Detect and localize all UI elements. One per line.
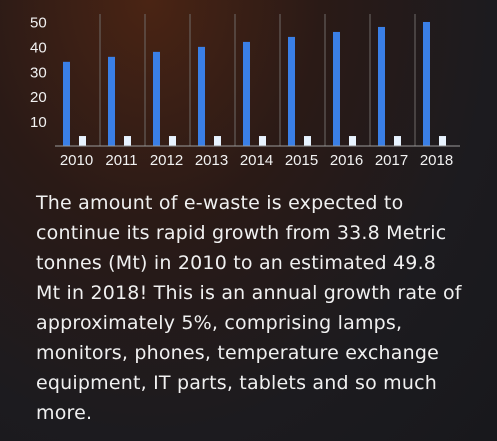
x-tick-label: 2018 (420, 152, 453, 169)
bar (79, 136, 86, 146)
x-tick-label: 2013 (195, 152, 228, 169)
bar (169, 136, 176, 146)
bar (108, 56, 115, 146)
chart-gridlines (99, 14, 416, 146)
bar (214, 136, 221, 146)
description-text: The amount of e-waste is expected to con… (36, 192, 462, 424)
bar (378, 26, 385, 146)
bar (304, 136, 311, 146)
x-tick-label: 2010 (60, 152, 93, 169)
x-tick-label: 2011 (105, 152, 137, 169)
y-tick-label: 50 (30, 14, 47, 31)
bar (63, 61, 70, 147)
bar (243, 41, 250, 146)
bar (259, 136, 266, 146)
x-tick-label: 2017 (375, 152, 408, 169)
y-axis-tick-labels: 10 20 30 40 50 (30, 14, 47, 131)
y-tick-label: 30 (30, 64, 47, 81)
x-axis-tick-labels: 2010 2011 2012 2013 2014 2015 2016 2017 2018 (60, 152, 453, 169)
y-tick-label: 10 (30, 114, 47, 131)
y-tick-label: 40 (30, 39, 47, 56)
bar (423, 21, 430, 146)
bar (288, 36, 295, 146)
x-tick-label: 2015 (285, 152, 318, 169)
y-tick-label: 20 (30, 89, 47, 106)
x-tick-label: 2016 (330, 152, 363, 169)
bar (124, 136, 131, 146)
bar (153, 51, 160, 146)
bar (349, 136, 356, 146)
chart-bars (63, 21, 446, 147)
bar (333, 31, 340, 146)
x-tick-label: 2012 (150, 152, 183, 169)
x-tick-label: 2014 (240, 152, 273, 169)
bar (198, 46, 205, 146)
bar (394, 136, 401, 146)
bar (439, 136, 446, 146)
